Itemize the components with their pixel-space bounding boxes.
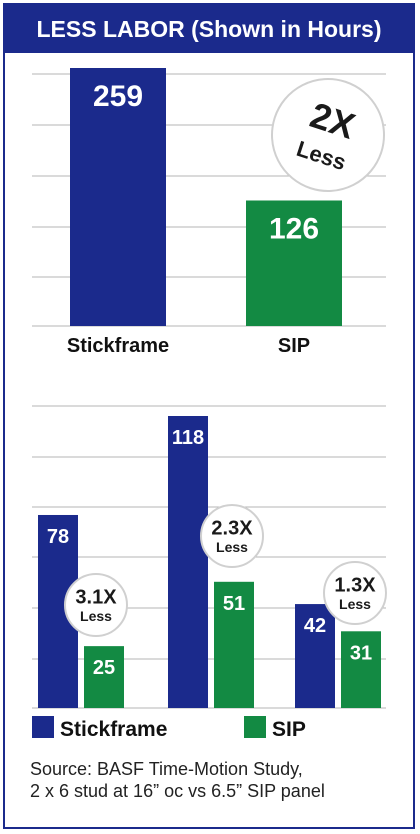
bar-sip-group-1 — [84, 646, 124, 708]
bar-sip-group-2 — [214, 581, 254, 708]
legend-label-sip: SIP — [272, 718, 306, 741]
bar-label-stickframe-group-3: 42 — [304, 615, 326, 637]
badge-top-circle — [271, 78, 385, 192]
badge-group-1-circle — [64, 573, 128, 637]
legend-swatch-sip — [244, 716, 266, 738]
badge-group-2-ratio: 2.3X — [211, 517, 253, 539]
bar-label-sip-group-2: 51 — [223, 593, 245, 615]
category-label-stickframe: Stickframe — [67, 335, 169, 357]
bar-top-sip — [246, 200, 342, 326]
bar-label-top-stickframe: 259 — [93, 80, 143, 113]
badge-group-2-circle — [200, 504, 264, 568]
chart-title: LESS LABOR (Shown in Hours) — [5, 5, 413, 53]
badge-group-3-ratio: 1.3X — [334, 574, 376, 596]
badge-group-2-less: Less — [216, 539, 248, 555]
bar-stickframe-group-3 — [295, 604, 335, 708]
source-note: Source: BASF Time-Motion Study, 2 x 6 st… — [30, 758, 400, 802]
bar-sip-group-3 — [341, 631, 381, 708]
bar-stickframe-group-2 — [168, 416, 208, 708]
bar-label-top-sip: 126 — [269, 212, 319, 245]
legend-swatch-stickframe — [32, 716, 54, 738]
badge-group-1-ratio: 3.1X — [75, 586, 117, 608]
bar-label-sip-group-1: 25 — [93, 657, 115, 679]
category-label-sip: SIP — [278, 335, 310, 357]
bar-top-stickframe — [70, 68, 166, 326]
legend-label-stickframe: Stickframe — [60, 718, 167, 741]
bar-label-stickframe-group-2: 118 — [172, 427, 204, 449]
bar-label-sip-group-3: 31 — [350, 642, 372, 664]
badge-group-1-less: Less — [80, 608, 112, 624]
badge-group-3-less: Less — [339, 596, 371, 612]
source-line-2: 2 x 6 stud at 16” oc vs 6.5” SIP panel — [30, 781, 325, 801]
bar-label-stickframe-group-1: 78 — [47, 526, 69, 548]
badge-group-3-circle — [323, 561, 387, 625]
source-line-1: Source: BASF Time-Motion Study, — [30, 759, 303, 779]
